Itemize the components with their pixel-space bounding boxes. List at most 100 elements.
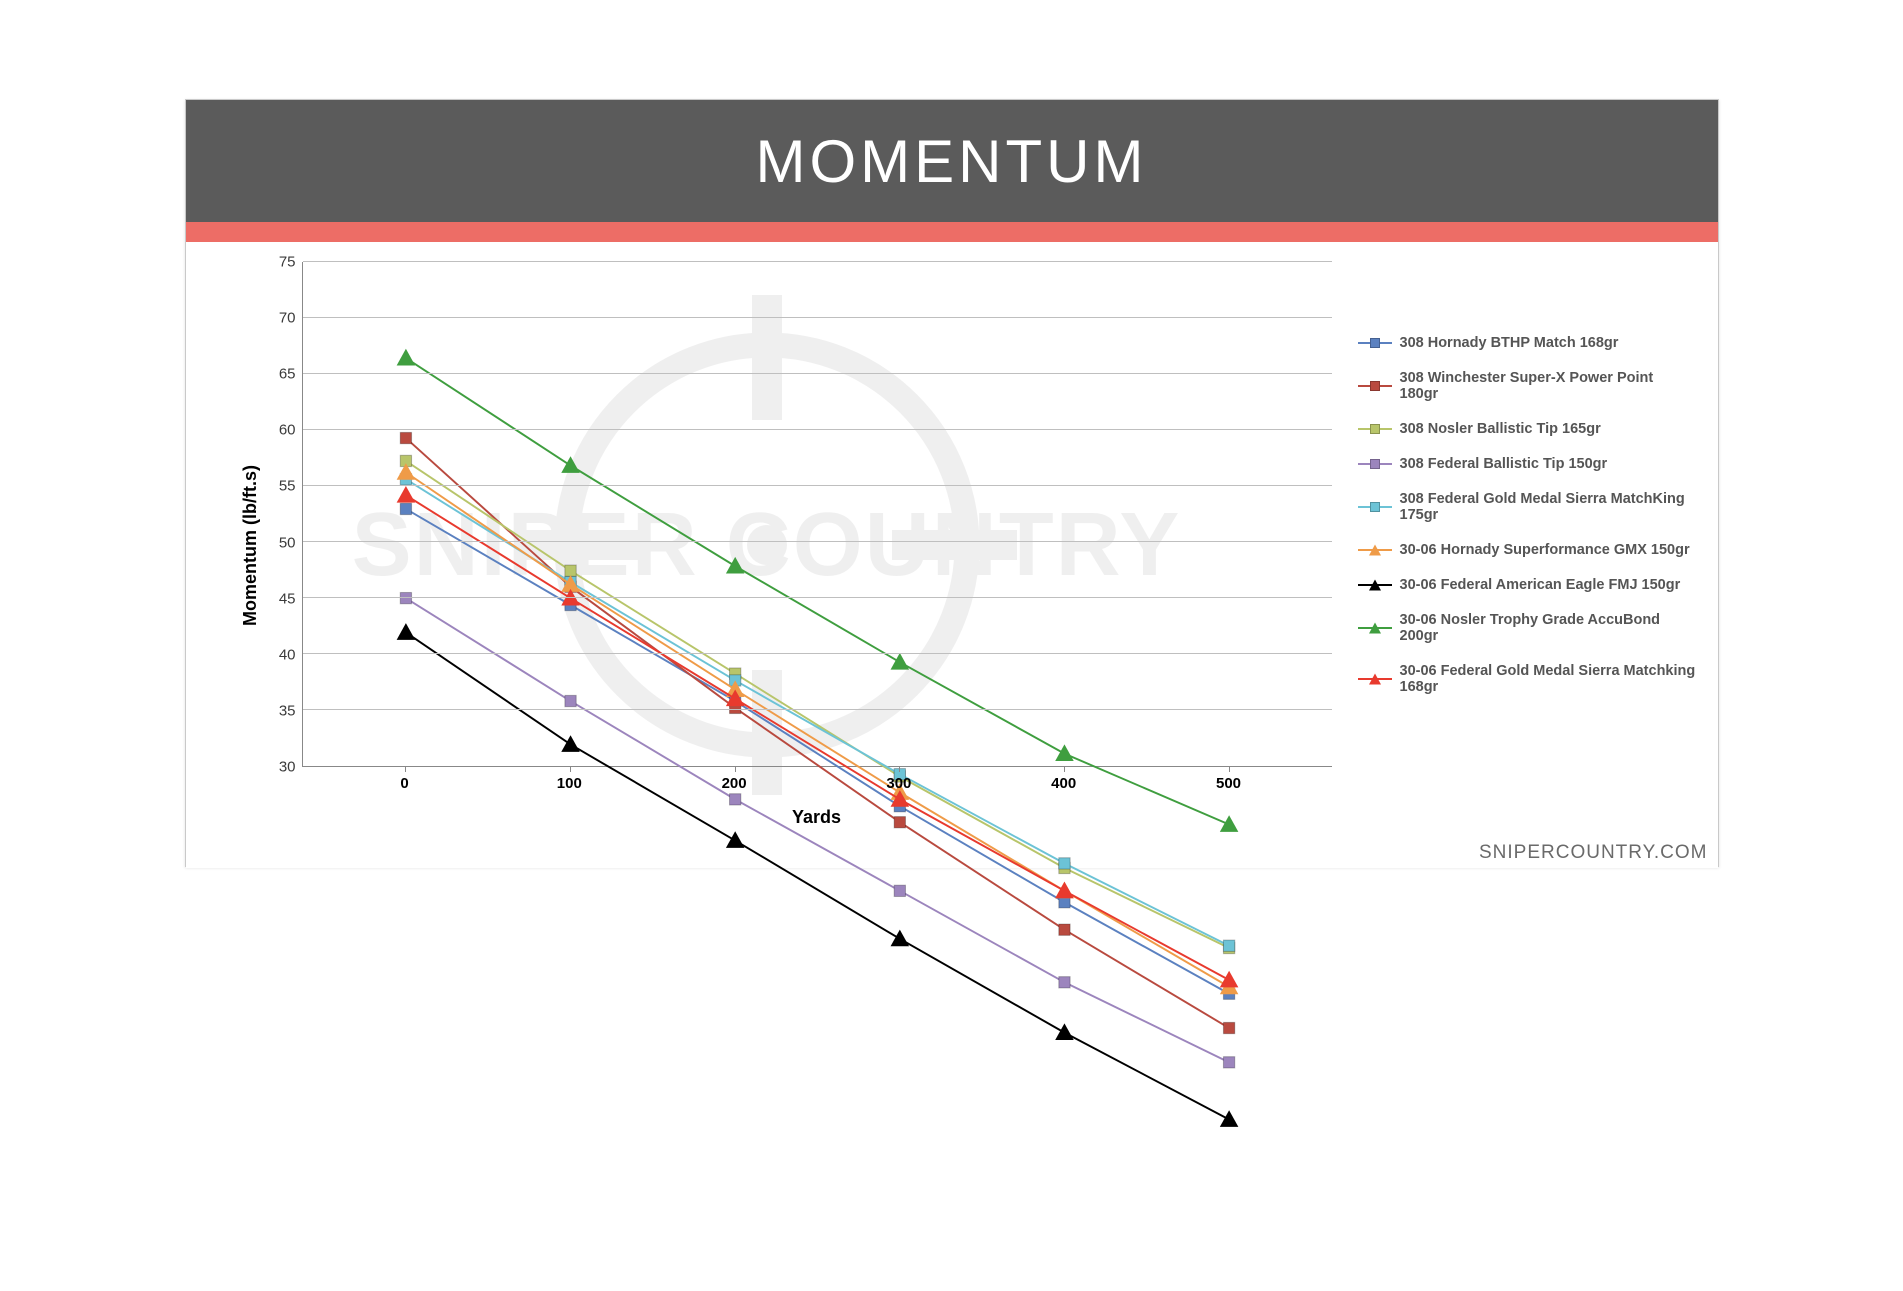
series-line <box>405 495 1228 980</box>
legend-label: 30-06 Federal Gold Medal Sierra Matchkin… <box>1400 663 1696 695</box>
card-title: MOMENTUM <box>756 127 1148 196</box>
legend-label: 308 Winchester Super-X Power Point 180gr <box>1400 370 1696 402</box>
legend-swatch <box>1358 506 1392 508</box>
legend-swatch <box>1358 428 1392 430</box>
series-marker <box>400 592 411 603</box>
series-marker <box>396 349 415 366</box>
series-marker <box>1219 1110 1238 1127</box>
series-marker <box>1055 1023 1074 1040</box>
square-marker-icon <box>1370 338 1380 348</box>
gridline <box>303 373 1332 374</box>
series-marker <box>1055 882 1074 899</box>
plot-wrap: Momentum (lb/ft.s) 30354045505560657075 … <box>236 262 1698 828</box>
series-marker <box>725 557 744 574</box>
legend-item: 308 Hornady BTHP Match 168gr <box>1358 335 1696 351</box>
legend-label: 30-06 Hornady Superformance GMX 150gr <box>1400 542 1690 558</box>
legend-label: 308 Hornady BTHP Match 168gr <box>1400 335 1619 351</box>
y-axis-label-text: Momentum (lb/ft.s) <box>240 465 261 626</box>
triangle-marker-icon <box>1369 544 1381 555</box>
series-marker <box>1058 977 1069 988</box>
legend-label: 308 Nosler Ballistic Tip 165gr <box>1400 421 1601 437</box>
gridline <box>303 429 1332 430</box>
legend-item: 308 Federal Ballistic Tip 150gr <box>1358 456 1696 472</box>
legend-swatch <box>1358 385 1392 387</box>
series-marker <box>890 653 909 670</box>
legend-item: 308 Nosler Ballistic Tip 165gr <box>1358 421 1696 437</box>
series-marker <box>1223 1022 1234 1033</box>
accent-bar <box>186 222 1718 242</box>
legend-item: 30-06 Hornady Superformance GMX 150gr <box>1358 542 1696 558</box>
legend-label: 30-06 Federal American Eagle FMJ 150gr <box>1400 577 1681 593</box>
square-marker-icon <box>1370 459 1380 469</box>
series-marker <box>396 623 415 640</box>
legend-label: 30-06 Nosler Trophy Grade AccuBond 200gr <box>1400 612 1696 644</box>
series-marker <box>894 885 905 896</box>
series-marker <box>894 817 905 828</box>
square-marker-icon <box>1370 381 1380 391</box>
legend-swatch <box>1358 549 1392 551</box>
triangle-marker-icon <box>1369 673 1381 684</box>
gridline <box>303 261 1332 262</box>
gridline <box>303 597 1332 598</box>
gridline <box>303 709 1332 710</box>
gridline <box>303 317 1332 318</box>
legend-swatch <box>1358 584 1392 586</box>
series-marker <box>890 930 909 947</box>
legend-item: 30-06 Federal American Eagle FMJ 150gr <box>1358 577 1696 593</box>
y-tick: 70 <box>279 310 296 327</box>
y-ticks: 30354045505560657075 <box>266 262 302 767</box>
series-marker <box>1223 940 1234 951</box>
legend-item: 30-06 Federal Gold Medal Sierra Matchkin… <box>1358 663 1696 695</box>
y-tick: 50 <box>279 534 296 551</box>
square-marker-icon <box>1370 424 1380 434</box>
triangle-marker-icon <box>1369 579 1381 590</box>
footer-brand: SNIPERCOUNTRY.COM <box>1479 842 1708 864</box>
x-ticks: 0100200300400500 <box>302 767 1332 801</box>
x-tick: 0 <box>400 775 408 792</box>
series-marker <box>1058 858 1069 869</box>
card-header: MOMENTUM <box>186 100 1718 222</box>
series-marker <box>396 486 415 503</box>
plot-row: 30354045505560657075 308 Hornady BTHP Ma… <box>266 262 1702 767</box>
series-marker <box>1219 815 1238 832</box>
y-tick: 60 <box>279 422 296 439</box>
chart-area <box>302 262 1332 767</box>
series-line <box>405 509 1228 994</box>
series-marker <box>1055 744 1074 761</box>
legend-swatch <box>1358 342 1392 344</box>
y-tick: 40 <box>279 646 296 663</box>
y-axis-label: Momentum (lb/ft.s) <box>236 262 266 828</box>
series-line <box>405 461 1228 948</box>
series-marker <box>1058 924 1069 935</box>
x-tick: 200 <box>722 775 747 792</box>
series-marker <box>1223 1057 1234 1068</box>
series-marker <box>561 735 580 752</box>
y-tick: 45 <box>279 590 296 607</box>
legend: 308 Hornady BTHP Match 168gr 308 Winchest… <box>1332 262 1702 767</box>
x-tick: 300 <box>886 775 911 792</box>
series-line <box>405 632 1228 1119</box>
gridline <box>303 541 1332 542</box>
y-tick: 65 <box>279 366 296 383</box>
series-marker <box>1058 897 1069 908</box>
legend-swatch <box>1358 463 1392 465</box>
series-marker <box>564 565 575 576</box>
y-tick: 75 <box>279 254 296 271</box>
chart-card: MOMENTUM SNIPER COUNTRY Momentum (lb/ft.… <box>185 99 1719 867</box>
y-tick: 30 <box>279 759 296 776</box>
gridline <box>303 653 1332 654</box>
x-tick: 500 <box>1216 775 1241 792</box>
series-line <box>405 598 1228 1062</box>
card-body: SNIPER COUNTRY Momentum (lb/ft.s) 303540… <box>186 242 1718 868</box>
triangle-marker-icon <box>1369 622 1381 633</box>
legend-item: 308 Winchester Super-X Power Point 180gr <box>1358 370 1696 402</box>
series-marker <box>561 456 580 473</box>
series-marker <box>564 695 575 706</box>
legend-swatch <box>1358 678 1392 680</box>
series-marker <box>400 432 411 443</box>
y-tick: 35 <box>279 702 296 719</box>
legend-label: 308 Federal Ballistic Tip 150gr <box>1400 456 1608 472</box>
series-line <box>405 438 1228 1028</box>
x-tick: 400 <box>1051 775 1076 792</box>
series-marker <box>1219 971 1238 988</box>
